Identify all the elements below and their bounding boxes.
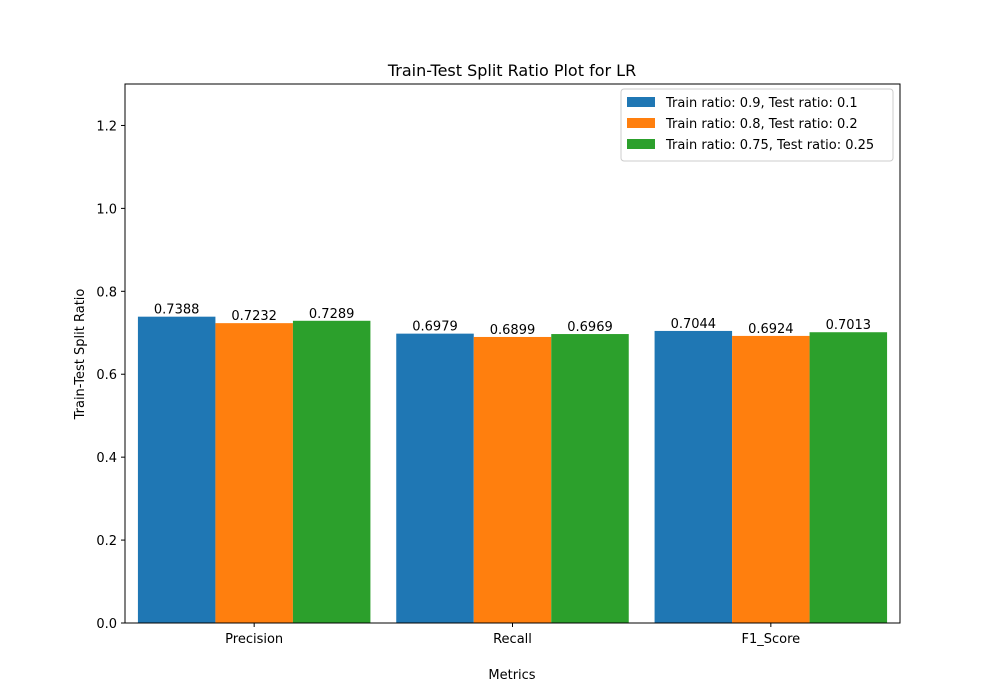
legend-box	[620, 88, 894, 162]
x-tick-label: F1_Score	[741, 632, 800, 647]
x-tick-label: Recall	[493, 632, 532, 647]
bar-precision-series-1	[137, 316, 216, 623]
legend-label: Train ratio: 0.8, Test ratio: 0.2	[665, 117, 858, 132]
y-tick-label: 0.0	[96, 617, 117, 632]
y-tick-label: 1.2	[96, 119, 117, 134]
data-label: 0.7013	[826, 318, 872, 333]
x-tick-label: Precision	[225, 632, 283, 647]
legend-label: Train ratio: 0.9, Test ratio: 0.1	[665, 96, 858, 111]
plot-frame	[124, 83, 901, 624]
data-label: 0.7388	[154, 303, 200, 318]
bar-precision-series-2	[215, 323, 293, 623]
bar-recall-series-2	[473, 336, 552, 623]
legend-swatch	[627, 118, 655, 128]
data-label: 0.6979	[412, 320, 458, 335]
bar-f1-score-series-1	[654, 330, 733, 623]
y-tick-label: 1.0	[96, 202, 117, 217]
legend-swatch	[627, 139, 655, 149]
data-label: 0.6969	[567, 320, 613, 335]
legend: Train ratio: 0.9, Test ratio: 0.1 Train r…	[620, 88, 894, 162]
bar-recall-series-3	[551, 334, 629, 623]
legend-label: Train ratio: 0.75, Test ratio: 0.25	[665, 138, 874, 153]
y-tick-label: 0.2	[96, 534, 117, 549]
y-tick-label: 0.6	[96, 368, 117, 383]
chart-title: Train-Test Split Ratio Plot for LR	[387, 61, 636, 80]
bars-layer: 0.7388 0.7232 0.7289 0.6979 0.6899 0.6969 0.70…	[137, 303, 888, 623]
bar-f1-score-series-3	[809, 332, 888, 623]
y-tick-label: 0.4	[96, 451, 117, 466]
bar-f1-score-series-2	[732, 335, 810, 623]
data-label: 0.6899	[490, 323, 536, 338]
data-label: 0.7232	[231, 309, 277, 324]
bar-precision-series-3	[292, 320, 371, 623]
y-tick-label: 0.8	[96, 285, 117, 300]
bar-recall-series-1	[396, 333, 474, 623]
data-label: 0.7289	[309, 307, 355, 322]
y-axis-label: Train-Test Split Ratio	[73, 289, 88, 421]
axes-layer: Precision Recall F1_Score 0.0 0.2 0.4 0.6 0.8 1.…	[96, 83, 901, 647]
legend-swatch	[627, 97, 655, 107]
data-label: 0.6924	[748, 322, 794, 337]
data-label: 0.7044	[671, 317, 717, 332]
x-axis-label: Metrics	[488, 668, 535, 683]
